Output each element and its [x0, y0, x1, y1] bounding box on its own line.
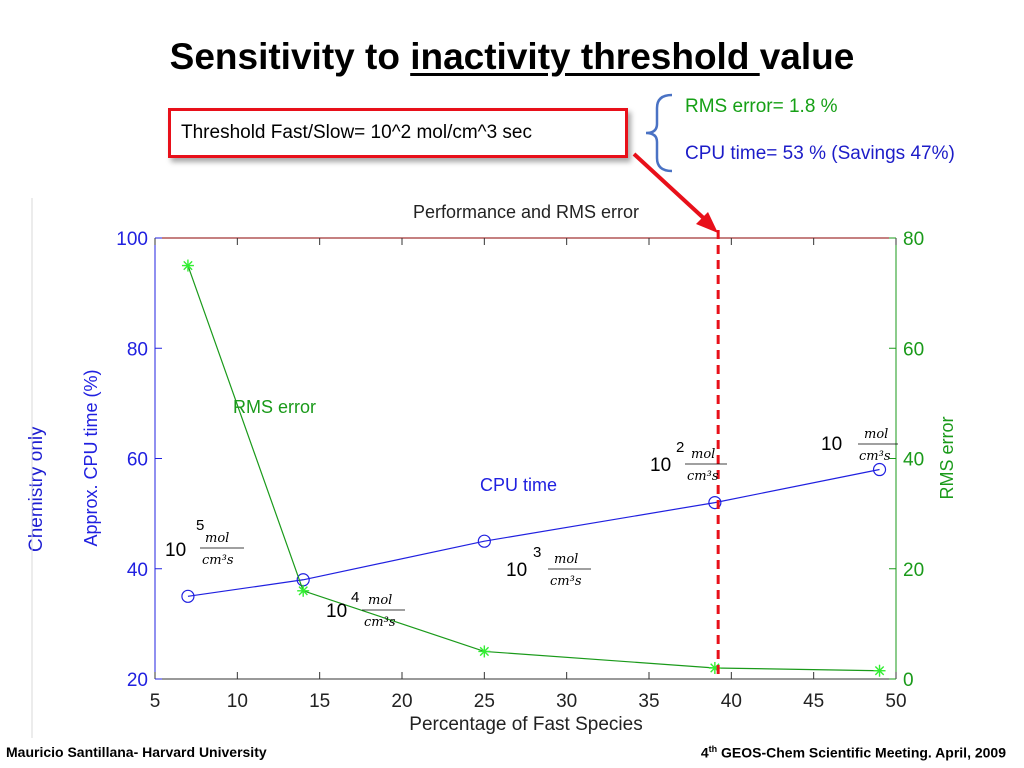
y-right-tick-label: 80	[903, 229, 924, 250]
x-tick-label: 25	[474, 691, 495, 712]
point-label-1e4: 10 4 mol cm³s	[326, 589, 405, 630]
point-label-exponent: 2	[676, 439, 684, 456]
point-label-denominator: cm³s	[687, 469, 719, 484]
footer-meeting-sup: th	[708, 744, 718, 754]
point-label-numerator: mol	[205, 531, 229, 546]
cpu-series-line	[187, 468, 880, 597]
y-left-tick-label: 20	[127, 670, 148, 691]
point-label-denominator: cm³s	[859, 449, 891, 464]
point-label-numerator: mol	[368, 593, 392, 608]
x-tick-label: 50	[885, 691, 906, 712]
rms-point	[181, 259, 194, 272]
y-left-tick-label: 40	[127, 560, 148, 581]
point-label-denominator: cm³s	[550, 574, 582, 589]
arrow	[632, 152, 718, 233]
cpu-point	[708, 496, 722, 510]
slide-title: Sensitivity to inactivity threshold valu…	[0, 36, 1024, 78]
curly-brace	[645, 93, 673, 173]
cpu-point	[872, 462, 887, 477]
point-label-1e2: 10 2 mol cm³s	[650, 439, 727, 484]
cpu-point	[477, 534, 491, 548]
point-label-base: 10	[165, 540, 186, 561]
x-tick-label: 30	[556, 691, 577, 712]
y-right-tick-label: 40	[903, 450, 924, 471]
footer-meeting-pre: 4	[700, 744, 709, 761]
point-label-numerator: mol	[864, 427, 888, 442]
threshold-box: Threshold Fast/Slow= 10^2 mol/cm^3 sec	[168, 108, 628, 158]
point-label-denominator: cm³s	[202, 553, 234, 568]
y-left-tick-label: 80	[127, 339, 148, 360]
point-label-denominator: cm³s	[364, 615, 396, 630]
point-label-base: 10	[326, 601, 347, 622]
x-tick-label: 35	[638, 691, 659, 712]
point-label-10: 10 mol cm³s	[821, 427, 898, 464]
chart-title: Performance and RMS error	[413, 202, 639, 222]
x-tick-label: 15	[309, 691, 330, 712]
x-tick-label: 20	[391, 691, 412, 712]
title-part1: Sensitivity to	[169, 36, 411, 77]
point-label-base: 10	[650, 455, 671, 476]
x-axis-label: Percentage of Fast Species	[409, 714, 642, 735]
y-left-tick-label: 100	[116, 229, 148, 250]
cpu-point	[181, 589, 195, 603]
title-part2: value	[759, 36, 855, 77]
x-tick-label: 40	[721, 691, 742, 712]
y-right-tick-label: 0	[903, 670, 914, 691]
x-tick-label: 5	[150, 691, 161, 712]
y-right-tick-label: 60	[903, 339, 924, 360]
point-label-base: 10	[821, 434, 842, 455]
point-label-numerator: mol	[554, 552, 578, 567]
point-label-base: 10	[506, 560, 527, 581]
footer-meeting-post: GEOS-Chem Scientific Meeting. April, 200…	[717, 744, 1006, 761]
y-axis-left-label: Approx. CPU time (%)	[81, 369, 101, 546]
cpu-series-label: CPU time	[480, 475, 557, 495]
rms-point	[873, 664, 886, 677]
y-right-tick-label: 20	[903, 560, 924, 581]
point-label-exponent: 4	[351, 589, 359, 606]
x-tick-label: 45	[803, 691, 824, 712]
point-label-exponent: 5	[196, 517, 204, 534]
footer-meeting: 4th GEOS-Chem Scientific Meeting. April,…	[701, 744, 1006, 761]
rms-series-line	[187, 265, 880, 672]
y-axis-right-label: RMS error	[937, 416, 957, 499]
rms-point	[478, 645, 491, 658]
rms-point	[297, 584, 310, 597]
footer-author: Mauricio Santillana- Harvard University	[6, 744, 267, 760]
title-underlined: inactivity threshold	[410, 36, 760, 77]
cpu-note: CPU time= 53 % (Savings 47%)	[685, 143, 955, 164]
rms-note: RMS error= 1.8 %	[685, 96, 838, 117]
rms-series-label: RMS error	[233, 397, 316, 417]
point-label-exponent: 3	[533, 544, 541, 561]
point-label-1e5: 10 5 mol cm³s	[165, 517, 244, 568]
point-label-1e3: 10 3 mol cm³s	[506, 544, 591, 589]
point-label-numerator: mol	[691, 447, 715, 462]
y-left-tick-label: 60	[127, 450, 148, 471]
x-tick-label: 10	[227, 691, 248, 712]
